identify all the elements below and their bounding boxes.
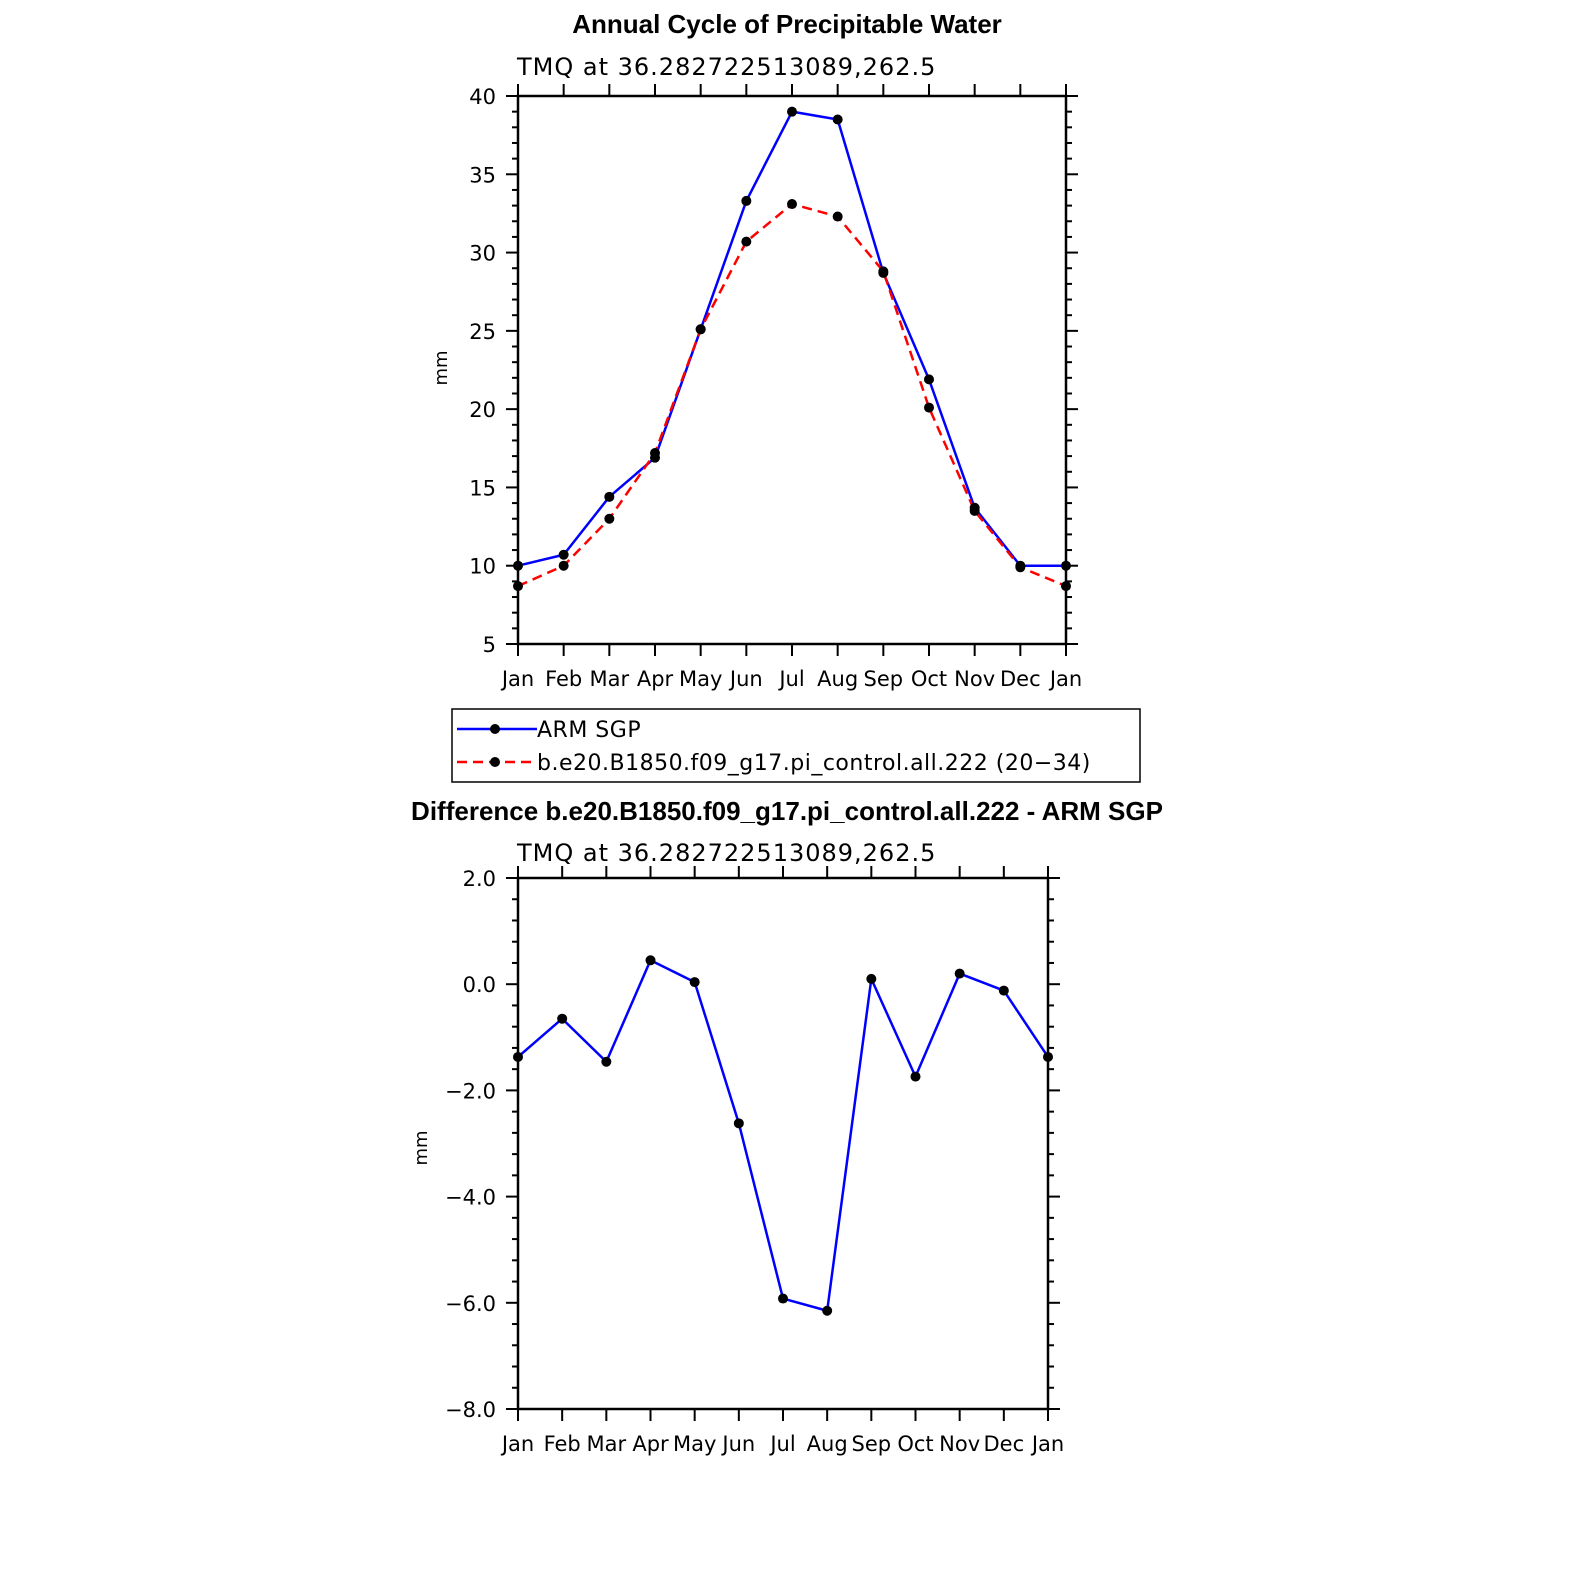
bottom-chart-xtick-label: Oct <box>897 1432 933 1456</box>
bottom-chart-xtick-label: Nov <box>939 1432 980 1456</box>
bottom-chart-series-0-point <box>645 955 656 966</box>
top-chart-series-1-point <box>604 513 615 524</box>
top-chart-xtick-label: Dec <box>1000 667 1041 691</box>
bottom-plot-area: Jan Feb Mar Apr May Jun Jul Aug Sep Oct Nov Dec Jan−… <box>445 866 1064 1456</box>
bottom-chart-series-0-line <box>517 959 1050 1313</box>
top-chart-series-1-point <box>924 402 934 413</box>
legend-marker-model <box>490 757 500 767</box>
bottom-chart-series-0-point <box>1043 1051 1053 1062</box>
top-chart-xtick-label: Nov <box>954 667 995 691</box>
bottom-chart-xtick-label: Jul <box>768 1432 795 1456</box>
top-chart-ytick-label: 35 <box>469 163 496 187</box>
top-chart-title: Annual Cycle of Precipitable Water <box>572 9 1002 39</box>
top-chart-series-1-point <box>787 199 797 210</box>
top-chart-series-1-point <box>695 324 706 335</box>
top-chart-ytick-label: 25 <box>469 320 496 344</box>
bottom-chart-xtick-label: Sep <box>852 1432 892 1456</box>
bottom-chart-ylabel: mm <box>411 1130 432 1165</box>
top-chart-series-1-point <box>832 211 843 222</box>
top-chart-xtick-label: May <box>679 667 722 691</box>
top-chart-series-1-point <box>558 560 569 571</box>
bottom-chart-ytick-label: −6.0 <box>445 1292 496 1316</box>
legend-label-arm-sgp: ARM SGP <box>537 718 641 743</box>
bottom-chart-series-0-point <box>866 973 877 984</box>
bottom-chart-xtick-label: Apr <box>632 1432 669 1456</box>
top-chart-series-0-point <box>832 114 843 125</box>
top-chart-xtick-label: Sep <box>864 667 904 691</box>
top-chart-xtick-label: Aug <box>817 667 858 691</box>
legend-label-model: b.e20.B1850.f09_g17.pi_control.all.222 (… <box>537 751 1091 776</box>
bottom-chart-ytick-label: −2.0 <box>445 1079 496 1103</box>
top-chart-ylabel: mm <box>431 350 452 385</box>
top-chart-xtick-label: Apr <box>637 667 674 691</box>
bottom-chart-series-0-point <box>513 1051 523 1062</box>
bottom-chart-frame <box>516 876 1050 1411</box>
bottom-chart-xtick-label: May <box>673 1432 716 1456</box>
bottom-chart-subtitle: TMQ at 36.282722513089,262.5 <box>516 839 936 867</box>
bottom-chart-ytick-label: −4.0 <box>445 1186 496 1210</box>
legend: ARM SGP b.e20.B1850.f09_g17.pi_control.a… <box>451 708 1141 783</box>
legend-box <box>451 708 1141 783</box>
bottom-chart-series-0-point <box>557 1013 568 1024</box>
top-chart-frame <box>516 94 1068 646</box>
top-chart-series-0-line <box>517 110 1066 567</box>
bottom-chart-series-0-point <box>778 1293 788 1304</box>
top-chart-series-1-point <box>513 581 523 592</box>
top-chart-ytick-label: 30 <box>469 242 496 266</box>
top-chart-series-1-point <box>650 447 660 458</box>
bottom-chart-xtick-label: Jun <box>720 1432 755 1456</box>
top-chart-series-1-point <box>1061 581 1071 592</box>
top-chart-ytick-label: 5 <box>483 633 496 657</box>
top-chart-ytick-label: 15 <box>469 476 496 500</box>
top-chart-xtick-label: Jul <box>777 667 804 691</box>
top-chart-xtick-label: Jan <box>1048 667 1082 691</box>
bottom-chart-xtick-label: Mar <box>587 1432 627 1456</box>
top-chart-series-0-point <box>513 560 523 571</box>
bottom-chart-xtick-label: Aug <box>807 1432 848 1456</box>
top-chart-ytick-label: 40 <box>469 85 496 109</box>
top-chart-series-1-line <box>517 202 1067 588</box>
top-chart-series-1-point <box>1015 562 1026 573</box>
top-chart-xtick-label: Feb <box>545 667 582 691</box>
top-chart-subtitle: TMQ at 36.282722513089,262.5 <box>516 53 936 81</box>
bottom-chart-xtick-label: Jan <box>1030 1432 1064 1456</box>
top-chart-series-0-point <box>924 374 934 385</box>
legend-marker-arm-sgp <box>490 724 500 734</box>
bottom-chart-series-0-point <box>954 968 965 979</box>
bottom-chart-ytick-label: 2.0 <box>463 867 496 891</box>
top-plot-area: Jan Feb Mar Apr May Jun Jul Aug Sep Oct Nov Dec Jan5… <box>469 84 1082 691</box>
top-chart-series-1-point <box>741 236 752 247</box>
bottom-chart-series-0-point <box>822 1305 833 1316</box>
bottom-chart-xtick-label: Feb <box>544 1432 581 1456</box>
bottom-chart-series-0-point <box>689 977 700 988</box>
top-chart-ytick-label: 20 <box>469 398 496 422</box>
bottom-chart-title: Difference b.e20.B1850.f09_g17.pi_contro… <box>411 796 1163 826</box>
top-chart-xtick-label: Mar <box>590 667 630 691</box>
bottom-chart-series-0-point <box>910 1071 921 1082</box>
top-chart-xtick-label: Oct <box>911 667 947 691</box>
top-chart-series-1-point <box>969 505 980 516</box>
top-chart-series-0-point <box>604 491 615 502</box>
bottom-chart-ytick-label: −8.0 <box>445 1398 496 1422</box>
top-chart-series-0-point <box>787 106 797 117</box>
top-chart-series-0-point <box>741 195 752 206</box>
top-chart-ytick-label: 10 <box>469 555 496 579</box>
top-chart-series-0-point <box>558 549 569 560</box>
bottom-chart-series-0-point <box>998 985 1009 996</box>
top-chart-xtick-label: Jan <box>500 667 534 691</box>
bottom-chart-ytick-label: 0.0 <box>463 973 496 997</box>
top-chart-series-0-point <box>1061 560 1071 571</box>
bottom-chart-series-0-point <box>601 1056 612 1067</box>
bottom-chart-xtick-label: Dec <box>984 1432 1025 1456</box>
top-chart-series-1-point <box>878 266 889 277</box>
top-chart-xtick-label: Jun <box>728 667 763 691</box>
bottom-chart-xtick-label: Jan <box>500 1432 534 1456</box>
bottom-chart-series-0-point <box>733 1118 744 1129</box>
